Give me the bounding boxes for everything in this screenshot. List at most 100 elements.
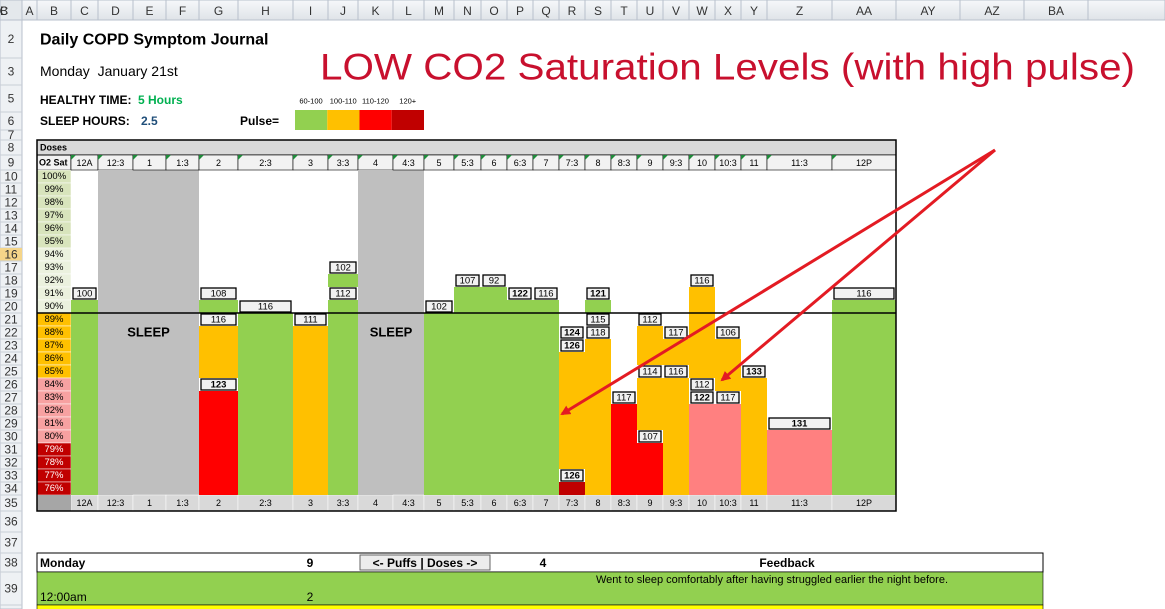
pulse-box	[612, 391, 636, 404]
pulse-box	[534, 287, 558, 300]
time-header: 1:3	[176, 158, 189, 168]
comment-indicator	[71, 155, 76, 160]
time-header: 7:3	[566, 158, 579, 168]
o2-segment	[767, 430, 832, 495]
pulse-value: 116	[694, 275, 709, 286]
journal-date: Monday January 21st	[40, 63, 178, 79]
row-header: 15	[4, 235, 18, 249]
time-footer: 11:3	[791, 498, 808, 508]
column-header: A	[25, 4, 33, 18]
time-footer: 6	[491, 498, 496, 508]
pulse-value: 108	[211, 288, 227, 299]
comment-indicator	[358, 155, 363, 160]
time-footer: 3	[308, 498, 313, 508]
pulse-box	[664, 326, 688, 339]
comment-indicator	[393, 155, 398, 160]
o2-segment	[199, 326, 238, 378]
pulse-box	[200, 313, 237, 326]
time-footer: 5:3	[461, 498, 474, 508]
o2-level-label: 85%	[44, 366, 64, 377]
time-header: 5	[436, 158, 441, 168]
pulse-box	[768, 417, 831, 430]
pulse-box	[239, 300, 292, 313]
comment-indicator	[689, 155, 694, 160]
sleep-block	[358, 170, 424, 495]
o2-segment	[611, 404, 637, 495]
column-header: F	[179, 4, 186, 18]
row-header: 26	[4, 378, 18, 392]
o2-segment	[71, 300, 98, 495]
row-header: 37	[4, 536, 18, 550]
time-footer: 6:3	[514, 498, 527, 508]
row-header: 30	[4, 430, 18, 444]
time-header: 4:3	[402, 158, 415, 168]
column-header: P	[516, 4, 524, 18]
column-header: I	[309, 4, 312, 18]
column-header: H	[261, 4, 270, 18]
o2-segment	[507, 300, 533, 495]
time-header: 6:3	[514, 158, 527, 168]
pulse-box	[638, 365, 662, 378]
o2-segment	[328, 300, 358, 495]
o2-level-label: 82%	[44, 405, 64, 416]
comment-indicator	[663, 155, 668, 160]
o2-level-label: 77%	[44, 470, 64, 481]
column-header: U	[646, 4, 655, 18]
o2-level-label: 93%	[44, 262, 64, 273]
row-header: 10	[4, 170, 18, 184]
comment-indicator	[741, 155, 746, 160]
pulse-value: 111	[303, 314, 317, 325]
row-header: 36	[4, 515, 18, 529]
row-header: 13	[4, 209, 18, 223]
comment-indicator	[454, 155, 459, 160]
o2-level-label: 86%	[44, 353, 64, 364]
puffs-doses-box	[359, 554, 491, 571]
time-header: 4	[373, 158, 378, 168]
o2-level-label: 92%	[44, 275, 64, 286]
pulse-box	[690, 378, 714, 391]
o2-level-label: 100%	[42, 171, 67, 182]
row-header: 28	[4, 404, 18, 418]
o2-level-label: 98%	[44, 197, 64, 208]
o2-level-label: 88%	[44, 327, 64, 338]
pulse-box	[482, 274, 506, 287]
o2-level-label: 89%	[44, 314, 64, 325]
doses-label: Doses	[40, 143, 67, 153]
sleep-hours-value: 2.5	[141, 114, 158, 128]
comment-indicator	[637, 155, 642, 160]
time-header: 3:3	[337, 158, 350, 168]
comment-indicator	[98, 155, 103, 160]
o2-segment	[533, 300, 559, 495]
o2-segment	[328, 274, 358, 287]
time-header: 12:3	[107, 158, 125, 168]
column-header: AZ	[984, 4, 999, 18]
o2-level-label: 94%	[44, 249, 64, 260]
pulse-box	[425, 300, 453, 313]
pulse-box	[833, 287, 895, 300]
column-header: X	[724, 4, 732, 18]
row-header: 39	[4, 582, 18, 596]
o2-header: O2 Sat	[39, 158, 68, 168]
time-header: 7	[543, 158, 548, 168]
column-header: BA	[1048, 4, 1064, 18]
column-header: E	[145, 4, 153, 18]
puffs-doses-label: <- Puffs | Doses ->	[373, 556, 478, 570]
row-header: 5	[8, 92, 15, 106]
o2-segment	[715, 339, 741, 391]
o2-level-label: 79%	[44, 444, 64, 455]
time-header: 9	[647, 158, 652, 168]
o2-level-label: 87%	[44, 340, 64, 351]
entry-feedback: Went to sleep comfortably after having s…	[596, 574, 948, 586]
o2-level-label: 95%	[44, 236, 64, 247]
column-header: T	[620, 4, 628, 18]
pulse-legend-label: 100-110	[330, 97, 357, 106]
pulse-box	[638, 430, 662, 443]
time-header: 12A	[76, 158, 92, 168]
sleep-label: SLEEP	[127, 325, 170, 340]
column-header: BC	[0, 4, 9, 18]
comment-indicator	[559, 155, 564, 160]
row-header: 24	[4, 352, 18, 366]
time-footer: 7	[543, 498, 548, 508]
comment-indicator	[481, 155, 486, 160]
